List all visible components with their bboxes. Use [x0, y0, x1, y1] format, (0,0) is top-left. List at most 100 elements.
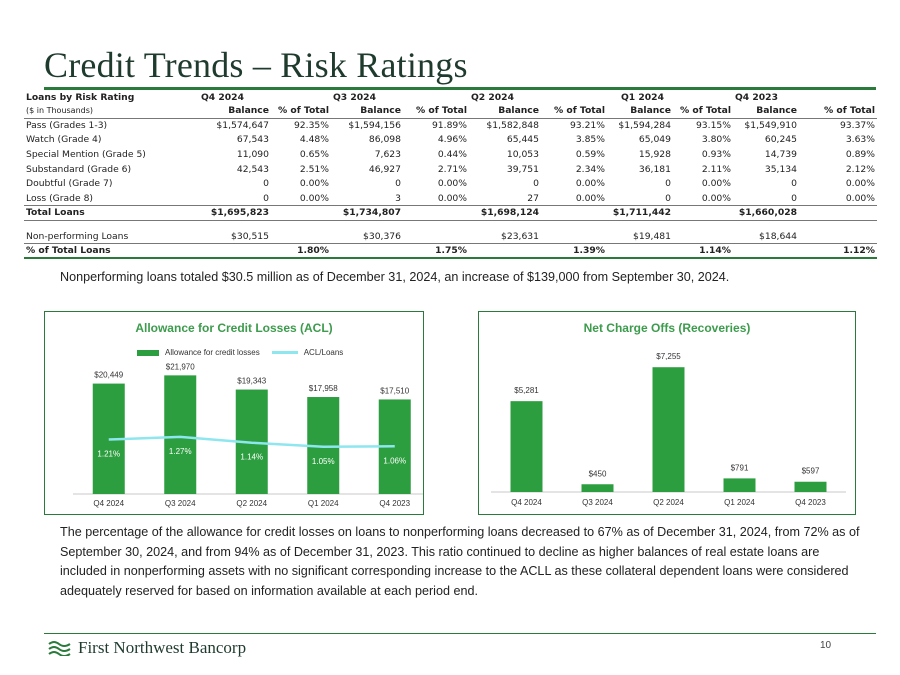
- x-tick-label: Q1 2024: [724, 498, 755, 507]
- x-tick-label: Q2 2024: [236, 499, 267, 508]
- table-cell: [541, 229, 607, 244]
- nco-bar: [652, 367, 685, 492]
- legend-acl-label: Allowance for credit losses: [165, 348, 260, 357]
- row-label: % of Total Loans: [24, 243, 199, 260]
- table-cell: 36,181: [638, 163, 671, 175]
- table-cell: 0.00%: [437, 178, 467, 190]
- period-header: Q4 2023: [735, 92, 778, 103]
- table-row: Doubtful (Grade 7) 0 0.00% 0 0.00% 0 0.00% 0 0.0…: [24, 176, 877, 191]
- table-cell: $23,631: [501, 230, 539, 242]
- table-cell: 27: [527, 192, 539, 204]
- table-cell: 0: [533, 178, 539, 190]
- acl-commentary: The percentage of the allowance for cred…: [60, 525, 860, 598]
- table-cell: [799, 229, 877, 244]
- table-cell: 92.35%: [293, 120, 329, 132]
- table-cell: 0.00%: [299, 192, 329, 204]
- table-cell: 2.51%: [299, 163, 329, 175]
- table-cell: [673, 229, 733, 244]
- table-cell: 0: [665, 192, 671, 204]
- table-cell: 0.44%: [437, 148, 467, 160]
- acl-ratio-line: [108, 435, 395, 449]
- table-cell: [331, 243, 403, 260]
- nco-chart-panel: Net Charge Offs (Recoveries) $5,281 Q4 20…: [478, 311, 856, 515]
- table-cell: [403, 205, 469, 221]
- pct-header: % of Total: [541, 104, 607, 119]
- table-cell: 46,927: [368, 163, 401, 175]
- table-cell: 0.00%: [437, 192, 467, 204]
- table-row: Substandard (Grade 6) 42,543 2.51% 46,927 2.…: [24, 162, 877, 177]
- legend-bar-swatch: [137, 349, 159, 356]
- table-cell: $19,481: [633, 230, 671, 242]
- period-header: Q2 2024: [471, 92, 514, 103]
- table-cell: [541, 205, 607, 221]
- pct-header: % of Total: [403, 104, 469, 119]
- table-cell: 15,928: [638, 148, 671, 160]
- table-cell: [733, 243, 799, 260]
- page-title: Credit Trends – Risk Ratings: [44, 45, 468, 85]
- table-cell: 0.59%: [575, 148, 605, 160]
- npl-note: Nonperforming loans totaled $30.5 millio…: [60, 270, 730, 284]
- row-label: Total Loans: [24, 205, 199, 221]
- acl-ratio-label: 1.27%: [169, 447, 192, 456]
- table-cell: 67,543: [236, 134, 269, 146]
- table-cell: 35,134: [764, 163, 797, 175]
- table-cell: 0.89%: [845, 148, 875, 160]
- table-cell: 3.63%: [845, 134, 875, 146]
- table-cell: 0: [791, 192, 797, 204]
- table-cell: 1.14%: [673, 243, 733, 260]
- table-cell: 4.96%: [437, 134, 467, 146]
- table-cell: $1,698,124: [469, 205, 541, 221]
- acl-bar-label: $17,510: [380, 386, 409, 395]
- legend-ratio-label: ACL/Loans: [303, 348, 344, 357]
- table-cell: 3.85%: [575, 134, 605, 146]
- table-cell: $1,574,647: [216, 120, 269, 132]
- table-cell: $1,594,156: [348, 120, 401, 132]
- acl-chart-panel: Allowance for Credit Losses (ACL) Allowa…: [44, 311, 424, 515]
- acl-bar-label: $19,343: [237, 377, 266, 386]
- acl-ratio-label: 1.05%: [312, 457, 335, 466]
- footer-divider: [44, 633, 876, 634]
- table-cell: 0: [263, 192, 269, 204]
- company-logo: First Northwest Bancorp: [48, 638, 246, 658]
- table-cell: 2.11%: [701, 163, 731, 175]
- table-cell: 2.34%: [575, 163, 605, 175]
- table-cell: 7,623: [374, 148, 401, 160]
- table-cell: 1.75%: [403, 243, 469, 260]
- acl-bar: [164, 375, 197, 494]
- table-cell: 0.00%: [701, 178, 731, 190]
- row-label: Watch (Grade 4): [26, 134, 102, 146]
- acl-ratio-label: 1.21%: [97, 450, 120, 459]
- table-cell: 0: [665, 178, 671, 190]
- table-label-header: Loans by Risk Rating: [26, 92, 135, 103]
- table-cell: 2.71%: [437, 163, 467, 175]
- nco-chart: $5,281 Q4 2024 $450 Q3 2024 $7,255 Q2 2024 $79…: [491, 352, 846, 507]
- table-cell: 93.37%: [839, 120, 875, 132]
- table-cell: 1.12%: [799, 243, 877, 260]
- company-name: First Northwest Bancorp: [78, 638, 247, 657]
- table-row: Pass (Grades 1-3) $1,574,647 92.35% $1,594,…: [24, 118, 877, 133]
- balance-header: Balance: [607, 104, 673, 119]
- table-cell: $1,734,807: [331, 205, 403, 221]
- table-cell: 0.65%: [299, 148, 329, 160]
- nco-bar: [794, 481, 827, 492]
- risk-rating-table: Loans by Risk Rating Q4 2024 Q3 2024 Q2 …: [24, 91, 877, 260]
- table-cell: $1,660,028: [733, 205, 799, 221]
- period-header: Q1 2024: [621, 92, 664, 103]
- table-cell: 65,445: [506, 134, 539, 146]
- x-tick-label: Q4 2023: [379, 499, 410, 508]
- acl-bar-label: $21,970: [166, 362, 195, 371]
- row-label: Substandard (Grade 6): [26, 163, 132, 175]
- table-cell: 2.12%: [845, 163, 875, 175]
- table-cell: [403, 229, 469, 244]
- nco-bar-label: $597: [802, 467, 820, 476]
- table-cell: [799, 205, 877, 221]
- row-label: Non-performing Loans: [26, 230, 129, 242]
- table-cell: [673, 205, 733, 221]
- table-row: Total Loans $1,695,823 $1,734,807 $1,698,12…: [24, 205, 877, 221]
- row-label: Loss (Grade 8): [26, 192, 94, 204]
- x-tick-label: Q4 2024: [511, 498, 542, 507]
- table-cell: $1,695,823: [199, 205, 271, 221]
- table-cell: $30,515: [231, 230, 269, 242]
- page-number: 10: [820, 640, 832, 651]
- nco-bar-label: $7,255: [656, 352, 681, 361]
